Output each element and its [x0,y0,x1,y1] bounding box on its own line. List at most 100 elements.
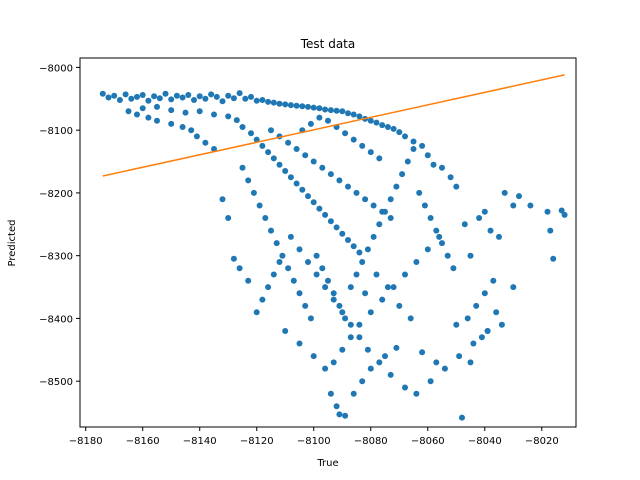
data-point [481,290,488,297]
data-point [322,106,329,113]
data-point [421,202,428,209]
y-tick-label: −8500 [39,377,73,388]
data-point [279,252,286,259]
data-point [490,277,497,284]
data-point [467,359,474,366]
data-point [213,93,220,100]
data-point [336,302,343,309]
data-point [379,296,386,303]
data-point [370,202,377,209]
data-point [145,114,152,121]
data-point [242,95,249,102]
data-point [478,334,485,341]
data-point [456,353,463,360]
data-point [356,249,363,256]
data-point [154,103,160,110]
data-point [336,177,343,184]
data-point [347,321,354,328]
data-point [459,414,465,421]
data-point [356,334,363,341]
data-point [330,359,337,366]
data-point [336,411,343,418]
data-point [439,240,445,247]
fit-line [102,74,565,177]
fit-line-segment [102,74,565,177]
scatter-points [99,90,568,421]
data-point [347,334,354,341]
data-point [293,146,300,152]
data-point [259,97,266,103]
data-point [265,98,272,105]
data-point [236,90,243,97]
data-point [105,94,112,101]
data-point [364,346,371,353]
data-point [270,99,277,106]
data-point [387,215,394,221]
data-point [339,230,346,237]
data-point [399,171,406,178]
data-point [230,95,237,102]
data-point [270,155,277,162]
data-point [296,340,303,347]
data-point [342,130,349,137]
data-point [202,139,209,146]
data-point [325,277,331,284]
data-point [476,215,483,221]
data-point [424,246,431,253]
data-point [430,161,437,168]
data-point [376,221,383,228]
data-point [493,309,500,316]
data-point [427,215,434,221]
data-point [407,315,414,322]
y-tick-label: −8200 [39,189,73,200]
data-point [196,108,203,115]
y-axis: −8000 −8100 −8200 −8300 −8400 −8500 [39,63,80,388]
data-point [296,246,303,253]
data-point [327,171,334,178]
data-point [367,309,374,316]
data-point [481,208,488,215]
y-tick-label: −8300 [39,252,73,263]
data-point [299,186,306,193]
data-point [319,265,326,272]
data-point [276,259,283,265]
data-point [350,136,357,143]
data-point [345,110,351,117]
data-point [402,384,408,391]
data-point [310,353,317,360]
data-point [307,315,314,322]
data-point [293,102,300,109]
data-point [188,127,195,134]
data-point [225,215,232,221]
data-point [327,107,334,114]
x-tick-label: −8140 [183,436,217,447]
data-point [282,101,289,108]
data-point [162,90,169,97]
data-point [276,100,283,107]
data-point [345,237,351,243]
data-point [359,142,366,149]
data-point [384,124,391,130]
data-point [154,117,160,124]
data-point [151,93,158,100]
data-point [316,105,323,112]
data-point [287,102,294,109]
data-point [470,340,477,347]
data-point [447,174,454,181]
data-point [484,328,491,334]
data-point [256,202,263,209]
data-point [245,277,252,284]
data-point [467,252,474,259]
data-point [259,142,266,149]
x-axis-label: True [316,458,338,469]
data-point [436,233,443,240]
data-point [219,98,226,105]
data-point [382,208,388,215]
data-point [356,113,363,120]
data-point [125,108,132,115]
data-point [356,321,363,328]
data-point [342,315,349,322]
data-point [307,120,314,127]
data-point [327,218,334,225]
